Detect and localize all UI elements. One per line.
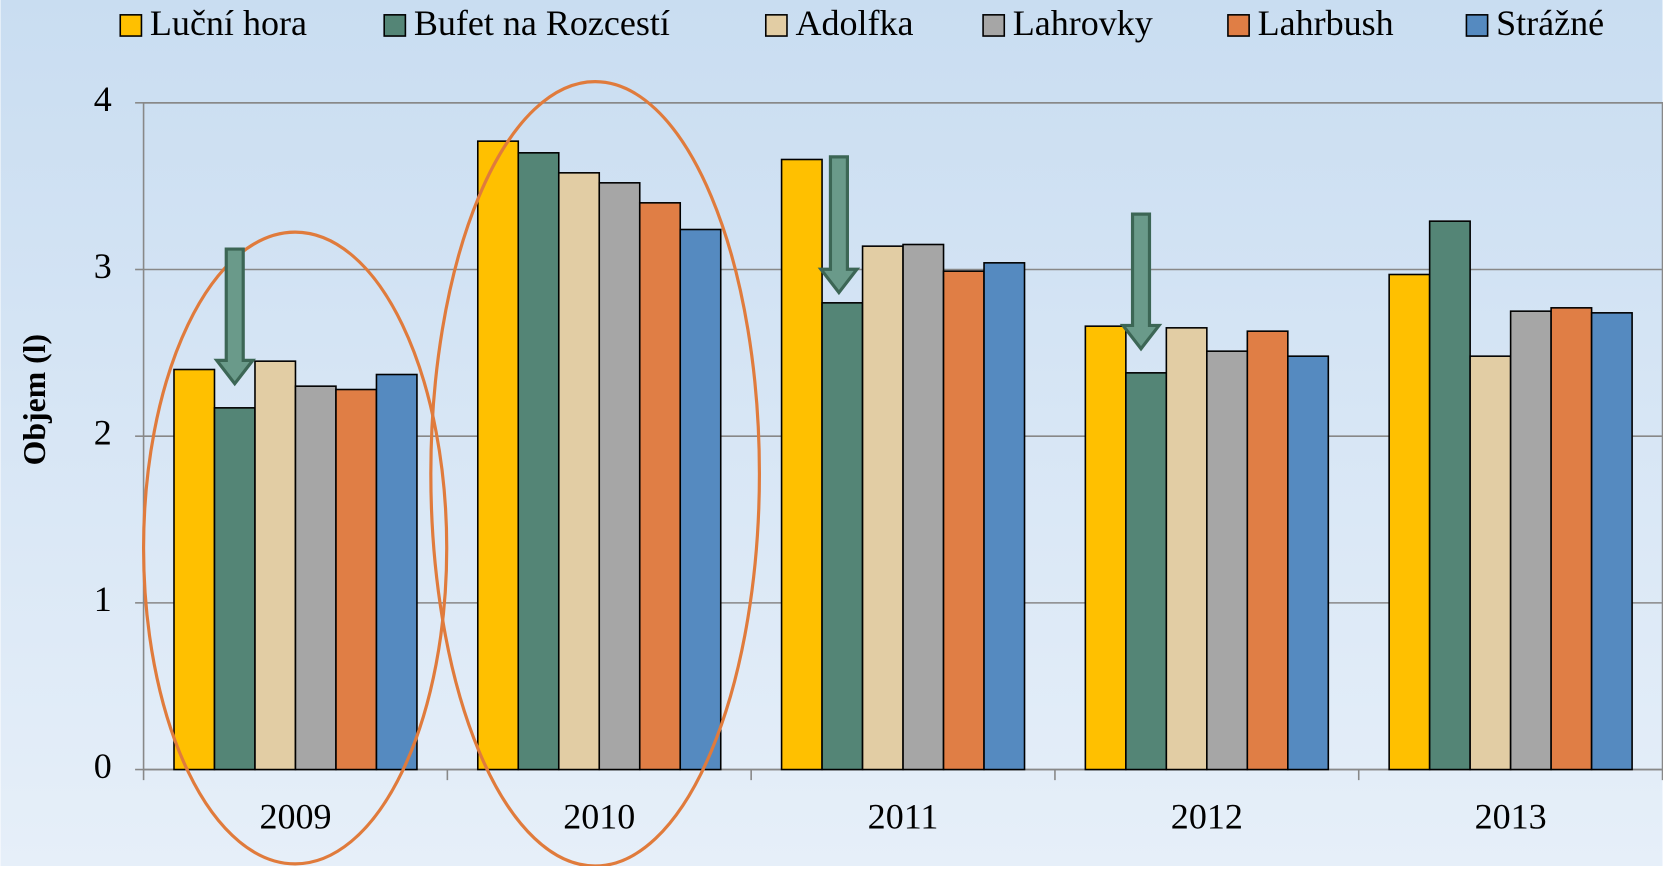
bar — [1084, 325, 1127, 771]
bar — [821, 302, 864, 771]
bar — [335, 388, 378, 771]
x-tick-label: 2009 — [259, 797, 331, 837]
legend-swatch — [1465, 14, 1489, 37]
bar — [375, 373, 418, 771]
bar — [780, 158, 823, 771]
bar — [902, 243, 945, 771]
legend-label: Lahrovky — [1013, 3, 1153, 43]
bar — [638, 202, 682, 771]
y-axis-title: Objem (l) — [17, 334, 52, 466]
bar — [476, 140, 520, 771]
legend-label: Luční hora — [150, 3, 307, 43]
bar — [942, 270, 985, 771]
bar — [1246, 330, 1289, 771]
legend-label: Lahrbush — [1258, 3, 1394, 43]
bar — [213, 407, 256, 771]
x-tick-label: 2010 — [563, 797, 635, 837]
legend-label: Strážné — [1496, 3, 1604, 43]
bar — [254, 360, 297, 771]
bar — [517, 152, 560, 771]
bar — [173, 368, 216, 771]
legend-swatch — [383, 14, 407, 37]
bar — [1590, 312, 1633, 771]
bar — [1125, 372, 1168, 771]
plot-area: 0 1 2 3 4 2009 2010 2011 2012 2013 — [94, 79, 1663, 837]
legend-swatch — [764, 14, 788, 37]
y-tick-label: 2 — [94, 412, 112, 452]
arrow — [1119, 212, 1163, 352]
bar — [1206, 350, 1249, 771]
legend-swatch — [1227, 14, 1250, 37]
bar — [1388, 273, 1431, 771]
highlight-ellipse — [141, 230, 449, 866]
y-tick-label: 0 — [94, 746, 112, 786]
x-tick-label: 2013 — [1475, 797, 1547, 837]
bar — [1428, 220, 1471, 771]
y-tick-label: 1 — [94, 579, 112, 619]
bar — [294, 385, 337, 771]
y-tick-label: 4 — [94, 79, 112, 119]
arrow — [817, 155, 861, 296]
legend-label: Adolfka — [795, 3, 913, 43]
legend-swatch — [119, 14, 143, 37]
bar — [1469, 355, 1512, 771]
bar — [598, 182, 641, 771]
bar — [1165, 327, 1208, 771]
bar — [679, 228, 722, 771]
y-tick-label: 3 — [94, 246, 112, 286]
bar — [1550, 307, 1593, 771]
arrow — [213, 247, 256, 387]
legend-label: Bufet na Rozcestí — [414, 3, 670, 43]
bar — [983, 262, 1026, 771]
bar — [557, 172, 601, 771]
legend-swatch — [982, 14, 1006, 37]
bar — [1509, 310, 1552, 771]
x-tick-label: 2011 — [868, 797, 939, 837]
bar — [1287, 355, 1330, 771]
x-tick-label: 2012 — [1171, 797, 1243, 837]
bar — [861, 245, 904, 771]
